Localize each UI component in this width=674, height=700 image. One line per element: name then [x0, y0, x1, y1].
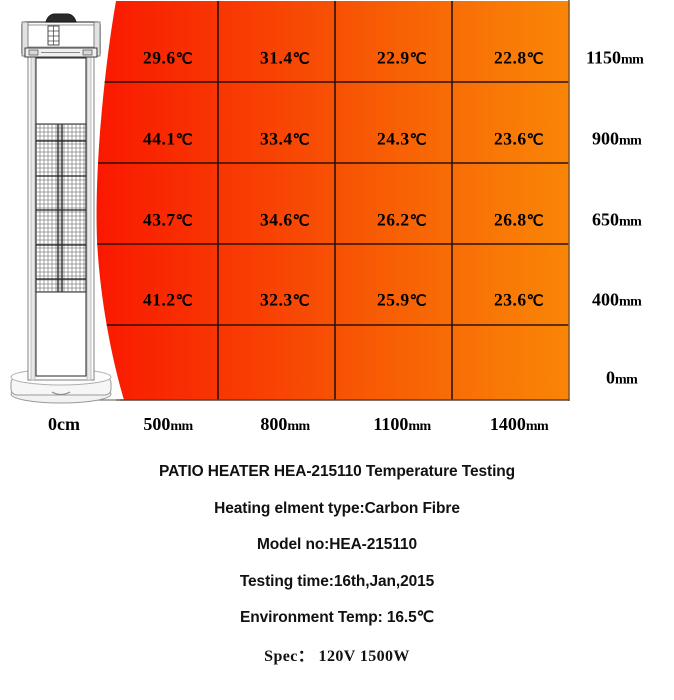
heatmap-cell-value: 33.4℃	[260, 128, 310, 149]
heatmap-cell-value: 23.6℃	[494, 289, 544, 310]
caption-testing-time: Testing time:16th,Jan,2015	[239, 572, 435, 590]
heatmap-cell-value: 44.1℃	[143, 128, 193, 149]
heatmap-row-label-900mm: 900mm	[592, 128, 642, 149]
heatmap-cell-value: 22.9℃	[377, 47, 427, 68]
heatmap-cell-value: 43.7℃	[143, 209, 193, 230]
heatmap-cell-value: 41.2℃	[143, 289, 193, 310]
heatmap-gridlines	[96, 1, 569, 400]
heatmap-cell-value: 31.4℃	[260, 47, 310, 68]
heatmap-col-label-800mm: 800mm	[260, 414, 310, 434]
heatmap-cell-value: 24.3℃	[377, 128, 427, 149]
heat-field	[96, 1, 569, 400]
heatmap-row-label-0mm: 0mm	[606, 367, 638, 388]
heatmap-cell-value: 26.2℃	[377, 209, 427, 230]
heatmap-row-label-400mm: 400mm	[592, 289, 642, 310]
heatmap-canvas	[10, 0, 570, 404]
caption-element-type: Heating elment type:Carbon Fibre	[214, 499, 460, 517]
temperature-heatmap: 29.6℃ 31.4℃ 22.9℃ 22.8℃ 44.1℃ 33.4℃ 24.3…	[10, 0, 644, 434]
heatmap-cell-value: 26.8℃	[494, 209, 544, 230]
heatmap-row-label-650mm: 650mm	[592, 209, 642, 230]
caption-spec: Spec： 120V 1500W	[264, 647, 410, 665]
caption-title: PATIO HEATER HEA-215110 Temperature Test…	[158, 463, 516, 480]
caption-block: PATIO HEATER HEA-215110 Temperature Test…	[0, 452, 674, 665]
heatmap-cell-value: 32.3℃	[260, 289, 310, 310]
patio-heater-illustration	[10, 13, 112, 404]
caption-environment-temp: Environment Temp: 16.5℃	[240, 609, 434, 626]
heatmap-col-label-500mm: 500mm	[143, 414, 193, 434]
heatmap-col-label-1400mm: 1400mm	[489, 414, 549, 434]
heatmap-origin-label: 0cm	[48, 414, 80, 434]
heatmap-col-label-1100mm: 1100mm	[373, 414, 431, 434]
heatmap-row-label-1150mm: 1150mm	[586, 47, 644, 68]
heatmap-cell-value: 23.6℃	[494, 128, 544, 149]
heatmap-cell-value: 34.6℃	[260, 209, 310, 230]
caption-model-no: Model no:HEA-215110	[256, 536, 418, 553]
heatmap-cell-value: 25.9℃	[377, 289, 427, 310]
heatmap-cell-value: 22.8℃	[494, 47, 544, 68]
heatmap-cell-value: 29.6℃	[143, 47, 193, 68]
